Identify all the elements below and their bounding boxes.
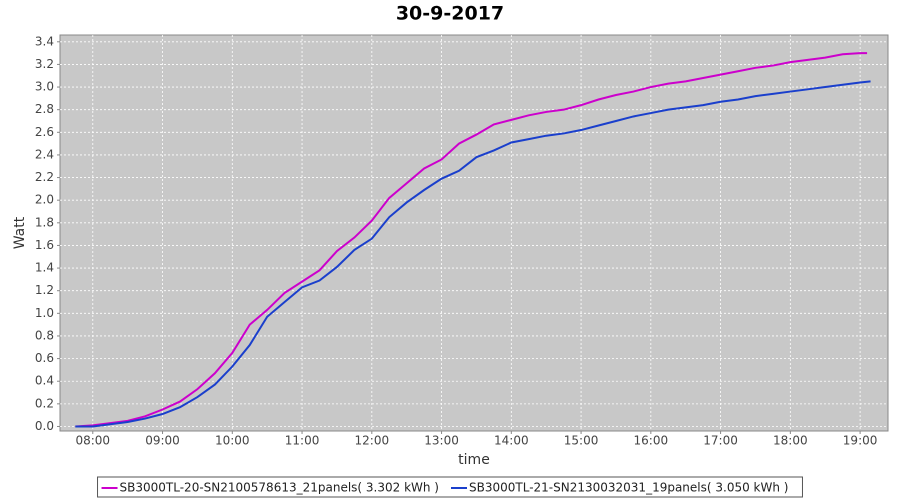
x-axis-label: time [458, 452, 490, 468]
x-tick-label: 13:00 [424, 434, 459, 448]
y-tick-label: 0.4 [35, 374, 54, 388]
x-tick-label: 17:00 [703, 434, 738, 448]
x-tick-label: 15:00 [564, 434, 599, 448]
x-tick-label: 10:00 [215, 434, 250, 448]
series-line [75, 52, 868, 428]
chart-title: 30-9-2017 [396, 3, 504, 25]
y-tick-label: 3.2 [35, 57, 54, 71]
y-tick-label: 1.6 [35, 238, 54, 252]
x-tick-label: 11:00 [285, 434, 320, 448]
y-tick-label: 1.4 [35, 261, 54, 275]
x-tick-label: 14:00 [494, 434, 529, 448]
series-line [75, 80, 871, 428]
y-tick-label: 2.2 [35, 170, 54, 184]
x-tick-label: 09:00 [145, 434, 180, 448]
y-tick-label: 3.4 [35, 34, 54, 48]
y-tick-label: 1.8 [35, 215, 54, 229]
y-tick-label: 1.2 [35, 283, 54, 297]
y-tick-label: 2.4 [35, 147, 54, 161]
y-tick-label: 2.6 [35, 125, 54, 139]
y-tick-label: 0.2 [35, 396, 54, 410]
legend-label: SB3000TL-21-SN2130032031_19panels( 3.050… [469, 481, 788, 495]
y-tick-label: 0.8 [35, 328, 54, 342]
y-tick-label: 0.6 [35, 351, 54, 365]
y-tick-label: 2.0 [35, 193, 54, 207]
x-tick-label: 19:00 [843, 434, 878, 448]
y-tick-label: 3.0 [35, 80, 54, 94]
y-tick-label: 2.8 [35, 102, 54, 116]
legend-box [97, 476, 803, 498]
x-tick-label: 08:00 [75, 434, 110, 448]
y-axis-label: Watt [12, 216, 28, 249]
x-tick-label: 12:00 [355, 434, 390, 448]
y-tick-label: 0.0 [35, 419, 54, 433]
x-tick-label: 18:00 [773, 434, 808, 448]
plot-area [59, 34, 889, 432]
x-tick-label: 16:00 [634, 434, 669, 448]
legend: SB3000TL-20-SN2100578613_21panels( 3.302… [97, 476, 803, 498]
legend-label: SB3000TL-20-SN2100578613_21panels( 3.302… [120, 481, 439, 495]
y-tick-label: 1.0 [35, 306, 54, 320]
